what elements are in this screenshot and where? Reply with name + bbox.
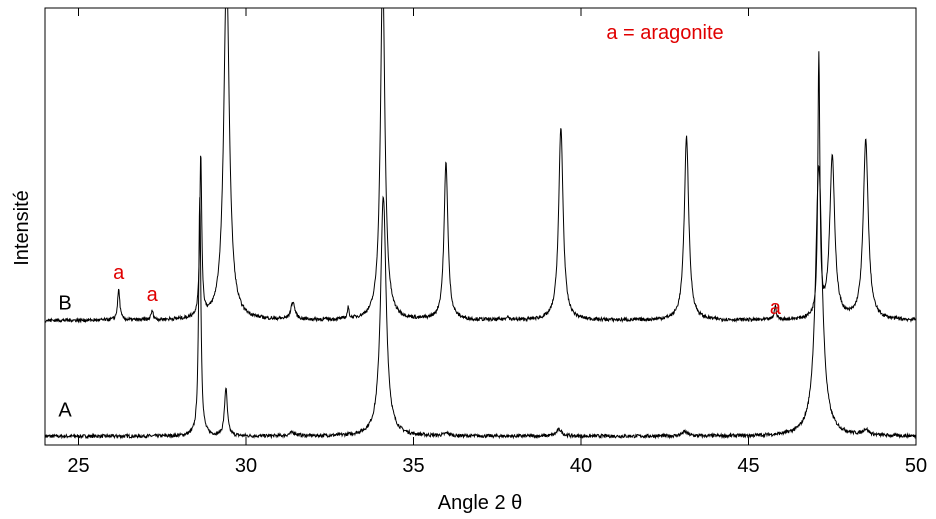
aragonite-annotation: a (147, 284, 159, 306)
series-line-a (45, 164, 916, 440)
series-label-a: A (58, 400, 72, 422)
plot-frame (44, 7, 917, 446)
series-layer (45, 8, 916, 440)
y-axis-label: Intensité (11, 190, 33, 266)
legend-annotation: a = aragonite (606, 22, 723, 44)
x-tick-label-50: 50 (905, 455, 927, 477)
x-tick-label-30: 30 (235, 455, 257, 477)
x-tick-label-45: 45 (737, 455, 759, 477)
series-line-b (45, 8, 916, 324)
aragonite-annotation: a (770, 297, 782, 319)
x-axis-ticks: 25 30 35 40 45 50 (67, 8, 927, 477)
x-tick-label-35: 35 (402, 455, 424, 477)
aragonite-annotation: a (113, 262, 125, 284)
x-tick-label-25: 25 (67, 455, 89, 477)
x-axis-label: Angle 2 θ (438, 492, 523, 514)
series-label-b: B (58, 293, 71, 315)
x-tick-label-40: 40 (570, 455, 592, 477)
